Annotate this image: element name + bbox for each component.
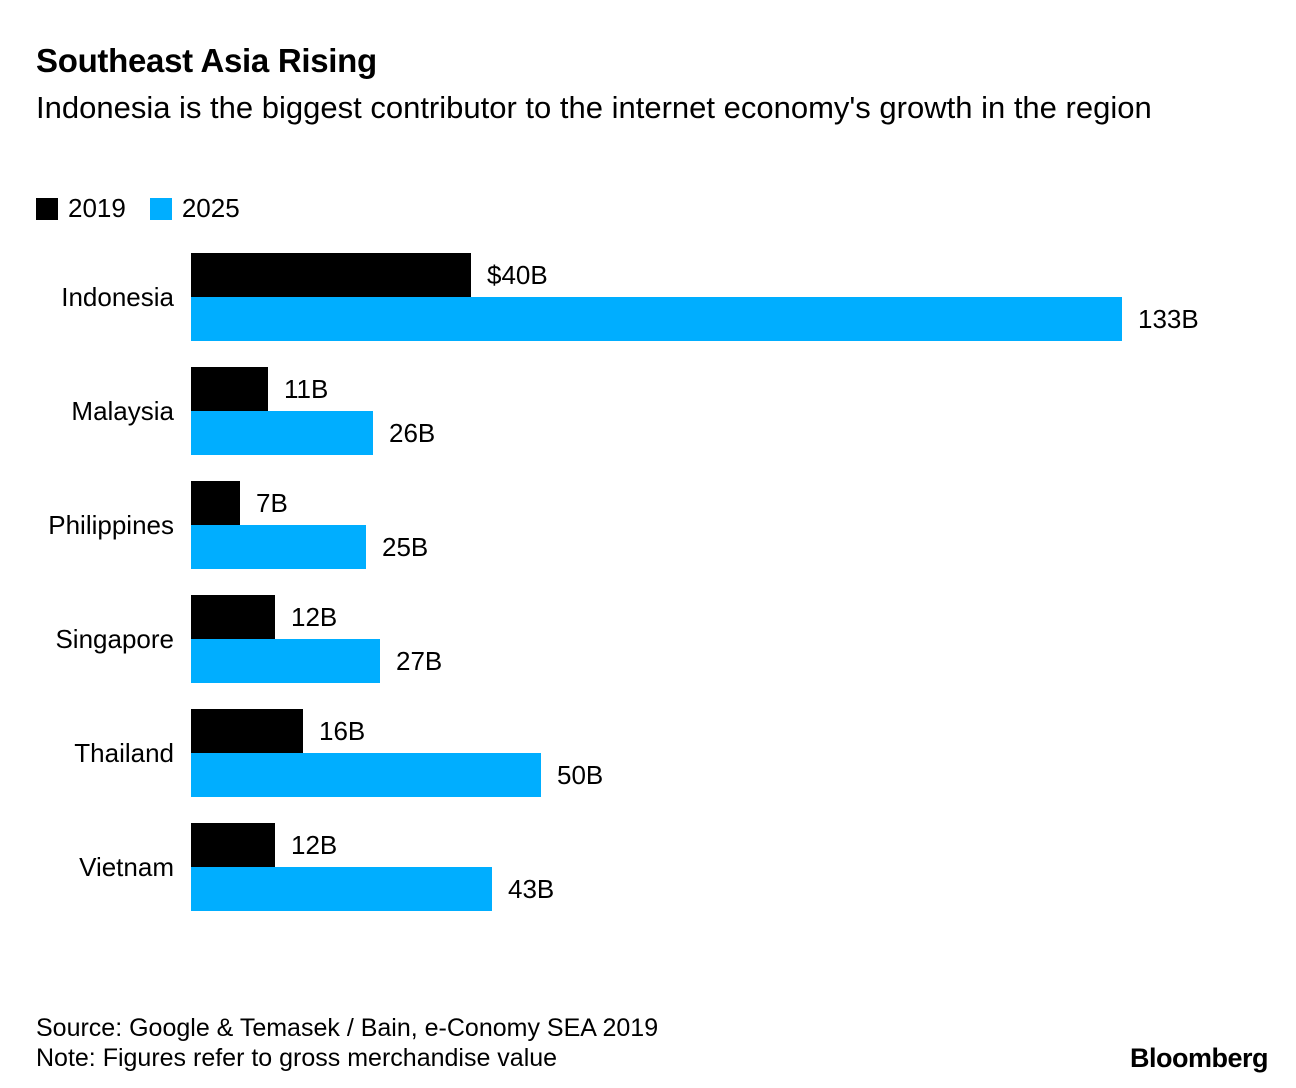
bar-chart: Indonesia $40B 133B Malaysia 11B 26B Philippin… — [48, 253, 1199, 911]
category-label-philippines: Philippines — [48, 510, 174, 540]
value-label-thailand-2025: 50B — [557, 760, 603, 790]
category-label-thailand: Thailand — [74, 738, 174, 768]
value-label-malaysia-2025: 26B — [389, 418, 435, 448]
bar-indonesia-2019 — [191, 253, 471, 297]
bar-vietnam-2025 — [191, 867, 492, 911]
value-label-indonesia-2019: $40B — [487, 260, 548, 290]
legend-swatch-2025 — [149, 197, 172, 220]
legend-item-2025: 2025 — [149, 193, 240, 224]
bloomberg-logo: Bloomberg — [1129, 1043, 1269, 1073]
category-label-indonesia: Indonesia — [61, 282, 174, 312]
legend-label-2019: 2019 — [68, 193, 126, 223]
chart-subtitle: Indonesia is the biggest contributor to … — [36, 90, 1152, 125]
bar-thailand-2025 — [191, 753, 541, 797]
bar-vietnam-2019 — [191, 823, 275, 867]
value-label-malaysia-2019: 11B — [284, 374, 328, 404]
legend-item-2019: 2019 — [36, 193, 126, 224]
bar-malaysia-2019 — [191, 367, 268, 411]
source-note: Source: Google & Temasek / Bain, e-Conom… — [36, 1014, 659, 1042]
footer-notes: Source: Google & Temasek / Bain, e-Conom… — [36, 1013, 658, 1073]
bar-indonesia-2025 — [191, 297, 1122, 341]
chart-title: Southeast Asia Rising — [36, 42, 377, 79]
value-label-indonesia-2025: 133B — [1138, 304, 1199, 334]
value-label-vietnam-2025: 43B — [508, 874, 554, 904]
legend-swatch-2019 — [36, 197, 58, 220]
bar-singapore-2019 — [191, 595, 275, 639]
bar-thailand-2019 — [191, 709, 303, 753]
bar-malaysia-2025 — [191, 411, 373, 455]
legend: 2019 2025 — [36, 193, 264, 224]
category-label-singapore: Singapore — [55, 624, 174, 654]
bar-philippines-2025 — [191, 525, 366, 569]
value-label-singapore-2025: 27B — [396, 646, 442, 676]
value-label-philippines-2019: 7B — [256, 488, 288, 518]
value-label-thailand-2019: 16B — [319, 716, 365, 746]
category-label-vietnam: Vietnam — [79, 852, 174, 882]
bar-philippines-2019 — [191, 481, 240, 525]
category-label-malaysia: Malaysia — [71, 396, 174, 426]
value-label-singapore-2019: 12B — [291, 602, 337, 632]
figures-note: Note: Figures refer to gross merchandise… — [36, 1044, 558, 1072]
bar-singapore-2025 — [191, 639, 380, 683]
legend-label-2025: 2025 — [181, 193, 240, 223]
value-label-vietnam-2019: 12B — [291, 830, 337, 860]
value-label-philippines-2025: 25B — [382, 532, 428, 562]
